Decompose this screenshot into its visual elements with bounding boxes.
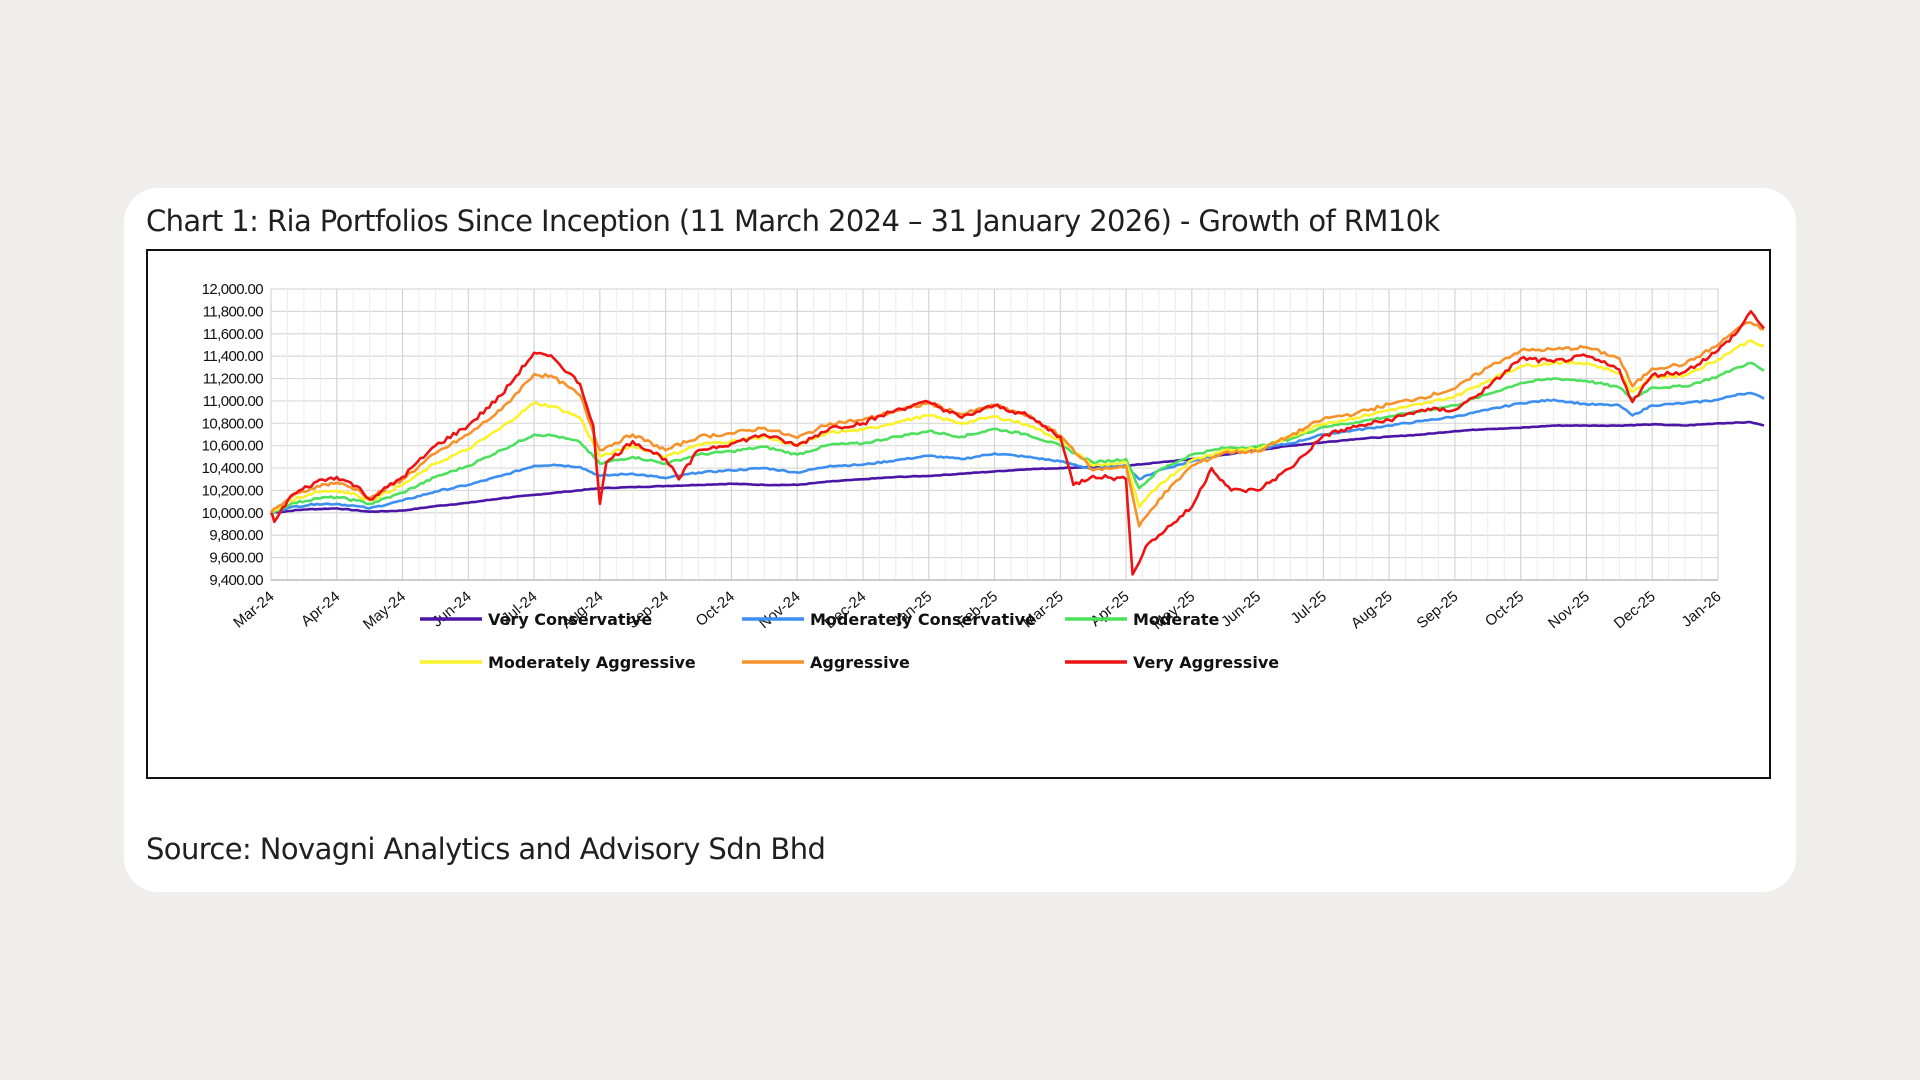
y-tick-label: 9,800.00 (209, 527, 263, 544)
legend-label: Very Aggressive (1133, 653, 1279, 672)
y-tick-label: 11,600.00 (203, 326, 263, 343)
x-tick-label: Oct-25 (1482, 588, 1527, 630)
y-tick-label: 9,400.00 (209, 572, 263, 589)
chart-frame: 9,400.00 9,600.00 9,800.00 10,000.00 10,200.… (146, 249, 1771, 779)
y-tick-label: 11,200.00 (203, 371, 263, 388)
x-tick-label: Jan-26 (1679, 588, 1725, 631)
series-line-very-conservative (270, 420, 1765, 515)
y-tick-label: 11,000.00 (203, 393, 263, 410)
legend-label: Aggressive (810, 653, 910, 672)
source-note: Source: Novagni Analytics and Advisory S… (146, 832, 826, 866)
y-tick-label: 10,200.00 (202, 482, 264, 499)
y-tick-label: 10,400.00 (202, 460, 264, 477)
x-tick-label: Jun-24 (429, 588, 475, 631)
x-tick-label: Apr-24 (298, 588, 343, 630)
x-tick-label: Nov-24 (756, 588, 804, 632)
x-tick-label: Jul-25 (1288, 588, 1330, 627)
y-tick-label: 10,600.00 (202, 438, 264, 455)
y-tick-label: 11,800.00 (203, 303, 263, 320)
x-tick-label: Apr-25 (1087, 588, 1132, 630)
legend-label: Moderately Conservative (810, 610, 1036, 629)
x-tick-label: Aug-25 (1348, 588, 1396, 632)
series-line-aggressive (269, 321, 1765, 528)
x-tick-label: Sep-25 (1413, 588, 1461, 632)
x-tick-label: Mar-24 (230, 588, 277, 632)
legend-label: Moderately Aggressive (488, 653, 696, 672)
y-tick-label: 9,600.00 (209, 550, 263, 567)
series-lines (269, 310, 1765, 576)
chart-title: Chart 1: Ria Portfolios Since Inception … (146, 204, 1440, 238)
y-tick-label: 10,800.00 (202, 415, 264, 432)
x-tick-label: Oct-24 (693, 588, 738, 630)
chart-grid (270, 288, 1719, 581)
x-tick-label: Nov-25 (1545, 588, 1593, 632)
line-chart: 9,400.00 9,600.00 9,800.00 10,000.00 10,200.… (202, 281, 1765, 672)
legend: Very Conservative Moderately Conservative… (420, 610, 1279, 672)
legend-label: Very Conservative (488, 610, 652, 629)
y-axis: 9,400.00 9,600.00 9,800.00 10,000.00 10,200.… (202, 281, 264, 589)
series-line-moderately-conservative (270, 391, 1765, 515)
x-tick-label: Dec-25 (1611, 588, 1659, 632)
y-tick-label: 11,400.00 (203, 348, 263, 365)
x-tick-label: Jun-25 (1218, 588, 1264, 631)
series-line-moderately-aggressive (270, 339, 1765, 514)
series-line-very-aggressive (269, 310, 1765, 576)
legend-label: Moderate (1133, 610, 1220, 629)
y-tick-label: 10,000.00 (202, 505, 264, 522)
series-line-moderate (270, 361, 1765, 515)
x-tick-label: May-24 (360, 588, 409, 633)
y-tick-label: 12,000.00 (202, 281, 264, 298)
